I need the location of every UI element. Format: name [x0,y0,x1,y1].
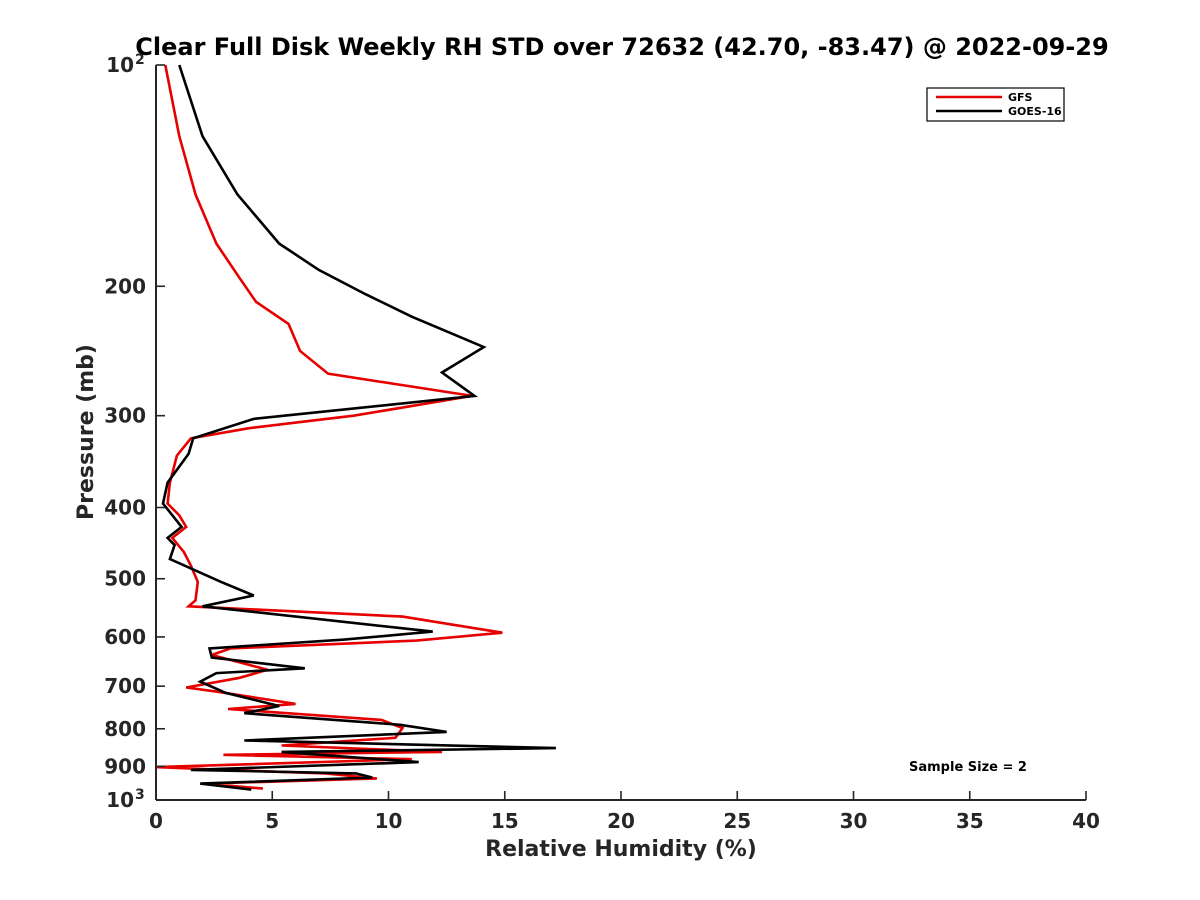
y-tick-label: 10 [106,788,134,812]
legend-label-goes-16: GOES-16 [1008,105,1062,118]
x-tick-label: 0 [149,809,163,833]
series-line-goes-16 [161,64,556,791]
legend: GFS GOES-16 [926,87,1065,122]
x-tick-label: 40 [1072,809,1100,833]
x-tick-label: 25 [723,809,751,833]
series-layer [155,64,556,791]
y-tick-label: 300 [104,404,146,428]
y-tick-label: 400 [104,496,146,520]
series-line-gfs [155,64,503,790]
x-tick-label: 15 [491,809,519,833]
y-tick-exponent: 3 [135,787,145,803]
x-ticks: 0 5 10 15 20 25 30 35 40 [149,791,1100,833]
y-tick-exponent: 2 [135,52,145,68]
plot-area: 0 5 10 15 20 25 30 35 40 10 220030040050060070080… [104,52,1100,833]
y-tick-label: 900 [104,754,146,778]
y-tick-label: 200 [104,274,146,298]
x-tick-label: 10 [375,809,403,833]
x-axis-label: Relative Humidity (%) [485,837,757,862]
y-tick-label: 700 [104,674,146,698]
sample-size-annotation: Sample Size = 2 [909,760,1027,775]
y-tick-label: 10 [106,53,134,77]
y-axis-label: Pressure (mb) [74,344,99,520]
legend-label-gfs: GFS [1008,91,1033,104]
x-tick-label: 5 [265,809,279,833]
x-tick-label: 30 [840,809,868,833]
chart-title: Clear Full Disk Weekly RH STD over 72632… [135,33,1108,61]
plot-background [156,65,1086,800]
y-tick-label: 600 [104,625,146,649]
x-tick-label: 20 [607,809,635,833]
y-tick-label: 500 [104,567,146,591]
legend-box [926,87,1065,122]
x-tick-label: 35 [956,809,984,833]
y-tick-label: 800 [104,717,146,741]
